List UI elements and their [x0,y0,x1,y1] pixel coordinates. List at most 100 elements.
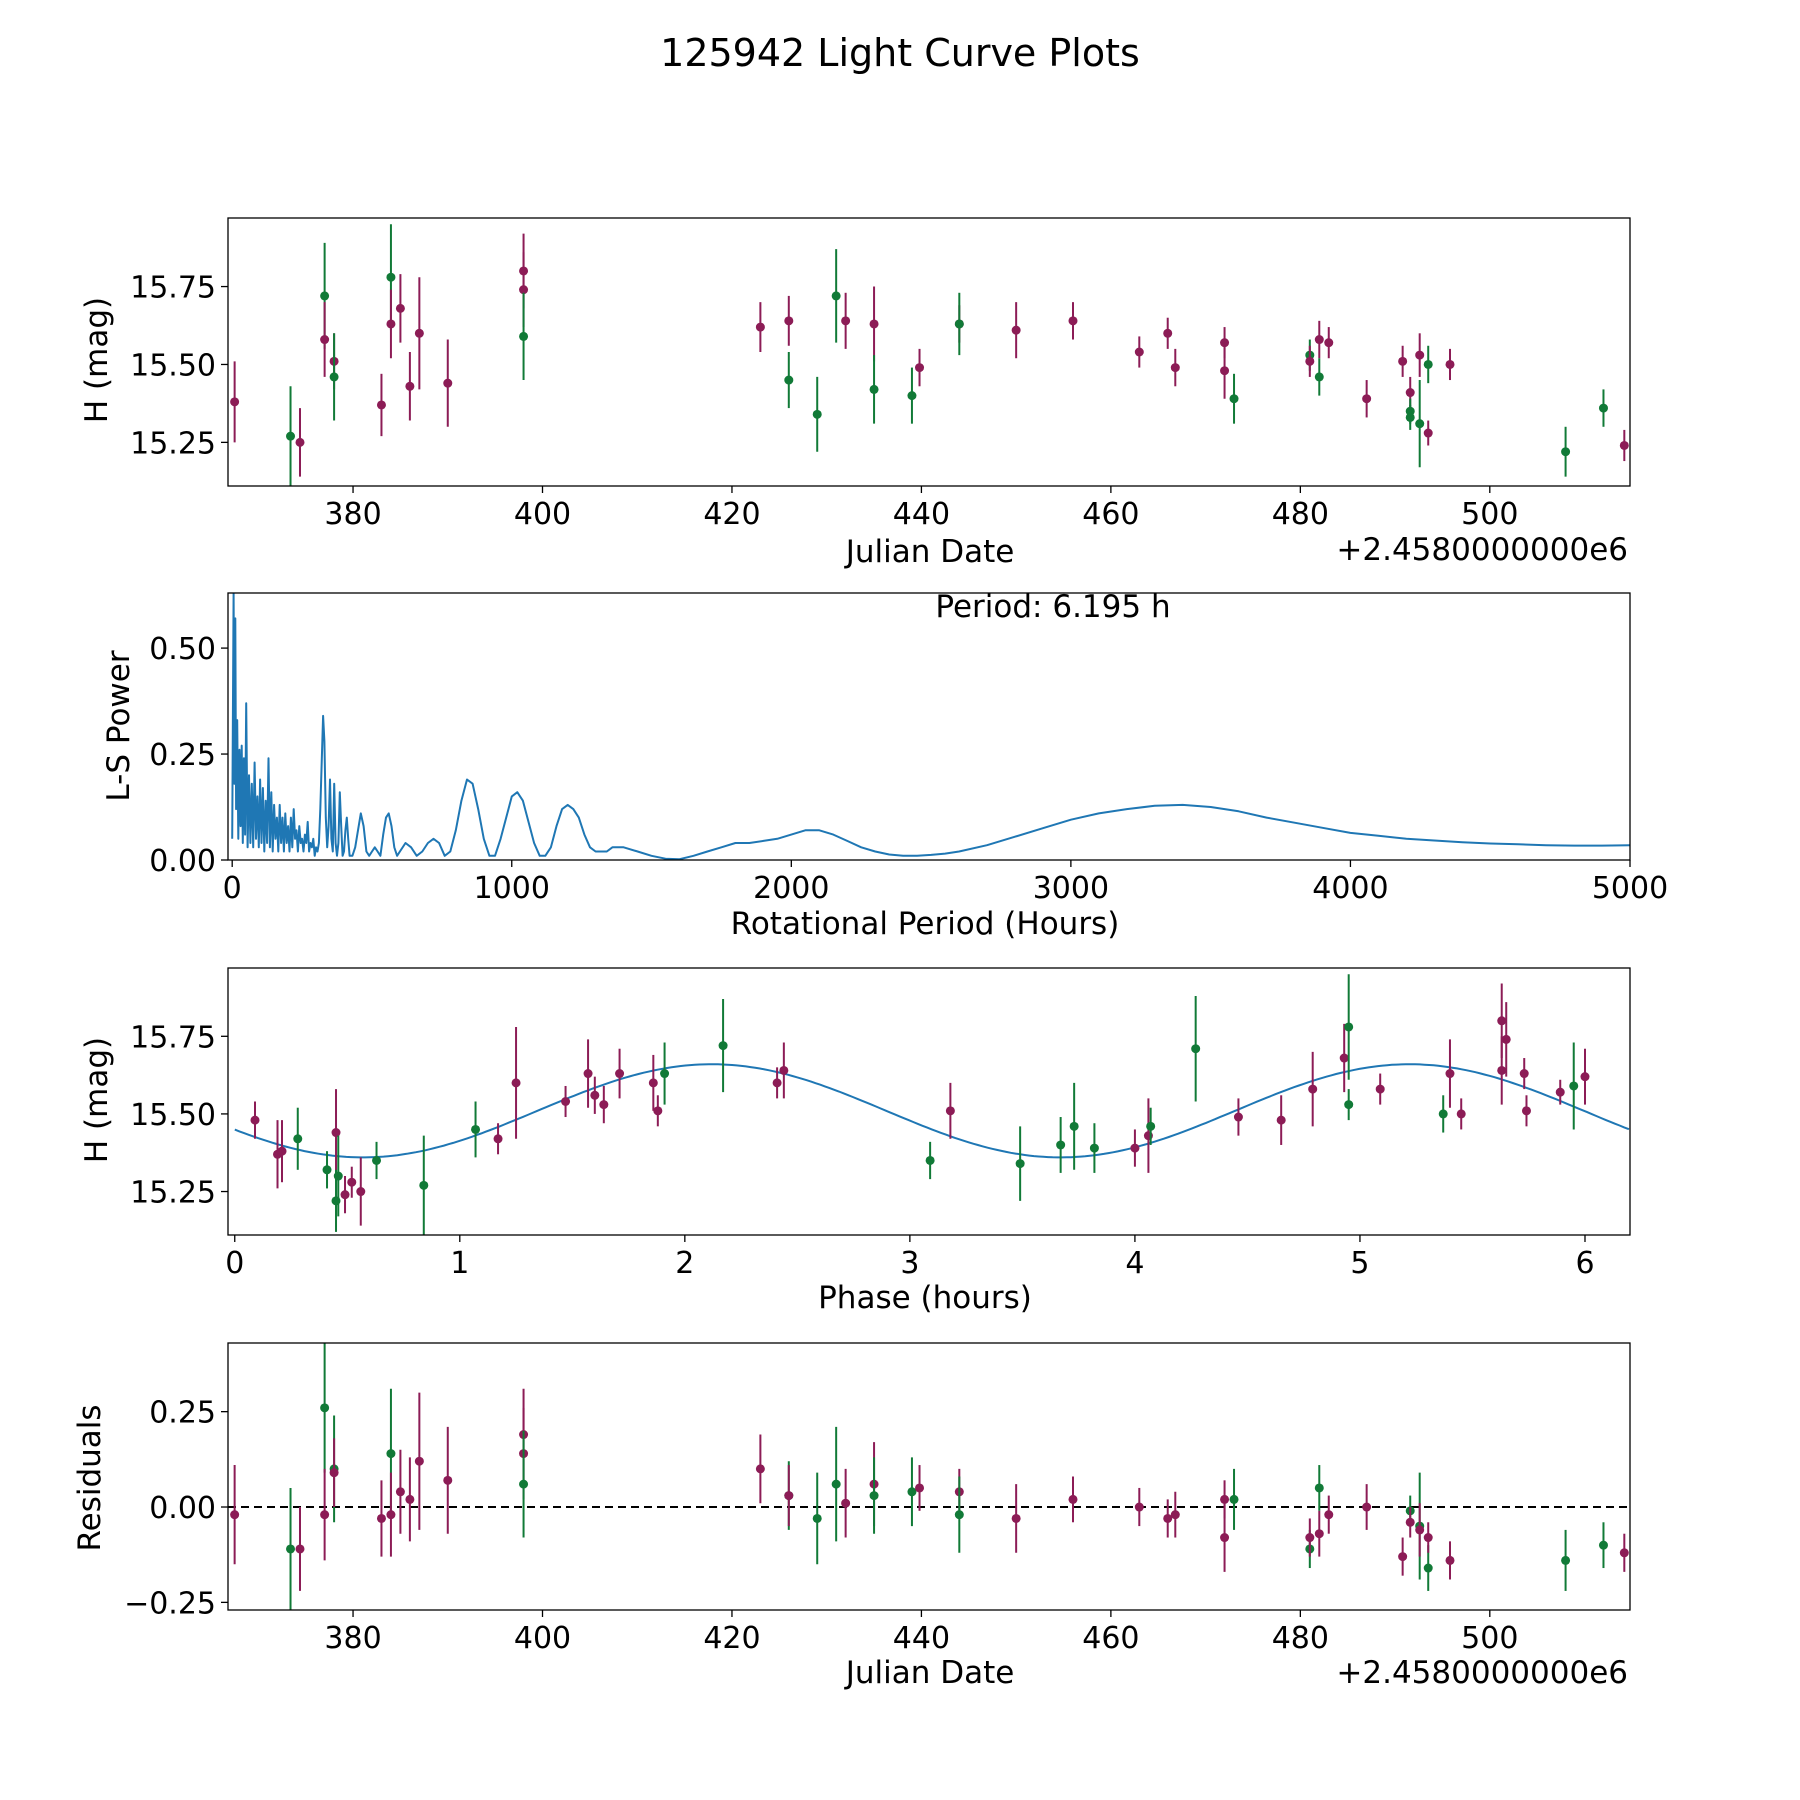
residuals-data-point [1011,1513,1021,1523]
phased-plot-area: 0 1 2 3 4 5 6 15.25 15.50 15.75 [130,967,1631,1281]
lightcurve-y-tick-label: 15.75 [130,271,216,306]
phased-data-point [356,1187,366,1197]
lightcurve-data-point [1415,350,1425,360]
residuals-y-tick-label: 0.00 [149,1491,216,1526]
lightcurve-data-point [443,378,453,388]
phased-y-tick-label: 15.25 [130,1176,216,1211]
lightcurve-data-point [1134,347,1144,357]
phased-panel: 0 1 2 3 4 5 6 15.25 15.50 15.75 Phase (hours) H (… [79,967,1631,1316]
residuals-data-point [1423,1533,1433,1543]
residuals-x-tick-label: 500 [1461,1621,1518,1656]
residuals-data-point [320,1510,330,1520]
lightcurve-data-point [831,291,841,301]
lightcurve-xlabel: Julian Date [844,534,1015,570]
phased-data-point [250,1115,260,1125]
residuals-data-point [405,1494,415,1504]
phased-data-point [1015,1159,1025,1169]
lightcurve-x-tick-label: 500 [1461,497,1518,532]
phased-data-point [1344,1100,1354,1110]
residuals-data-point [376,1513,386,1523]
residuals-data-point [869,1491,879,1501]
lightcurve-data-point [414,328,424,338]
phased-data-point [331,1128,341,1138]
lightcurve-data-point [1011,325,1021,335]
phased-data-point [1569,1081,1579,1091]
residuals-data-point [519,1479,529,1489]
lightcurve-x-tick-label: 440 [893,497,950,532]
residuals-panel: 380 400 420 440 460 480 500 −0.25 0.00 0.25 Julia… [72,1342,1631,1691]
phased-data-point [322,1165,332,1175]
residuals-data-point [1068,1494,1078,1504]
lightcurve-data-point [286,431,296,441]
phased-data-point [1146,1121,1156,1131]
residuals-data-point [1314,1483,1324,1493]
lightcurve-data-point [1405,412,1415,422]
phased-ylabel: H (mag) [79,1037,115,1163]
residuals-frame [227,1342,1631,1611]
phased-x-tick-label: 6 [1575,1246,1594,1281]
residuals-data-point [443,1475,453,1485]
phased-data-point [653,1106,663,1116]
lightcurve-x-tick-label: 400 [514,497,571,532]
phased-data-point [1308,1084,1318,1094]
lightcurve-data-point [329,372,339,382]
periodogram-xlabel: Rotational Period (Hours) [731,906,1120,942]
lightcurve-data-point [755,322,765,332]
residuals-data-point [841,1498,851,1508]
residuals-plot-area: 380 400 420 440 460 480 500 −0.25 0.00 0.25 [124,1342,1631,1656]
phased-data-point [583,1069,593,1079]
lightcurve-data-point [230,397,240,407]
lightcurve-data-point [1068,316,1078,326]
phased-xlabel: Phase (hours) [818,1280,1032,1316]
phased-data-point [772,1078,782,1088]
periodogram-marks [231,593,1630,860]
phased-x-tick-label: 5 [1350,1246,1369,1281]
lightcurve-data-point [869,319,879,329]
residuals-data-point [1405,1517,1415,1527]
residuals-x-tick-label: 480 [1272,1621,1329,1656]
lightcurve-data-point [376,400,386,410]
phased-x-tick-label: 1 [450,1246,469,1281]
periodogram-ylabel: L-S Power [101,650,137,801]
phased-data-point [1056,1140,1066,1150]
phased-data-point [1089,1143,1099,1153]
phased-fit-curve [234,1063,1630,1159]
residuals-data-point [1619,1548,1629,1558]
phased-data-point [419,1180,429,1190]
lightcurve-data-point [1220,366,1230,376]
residuals-data-point [1220,1494,1230,1504]
periodogram-series-line [231,593,1630,860]
residuals-xlabel: Julian Date [844,1655,1015,1691]
lightcurve-data-point [1561,447,1571,457]
lightcurve-x-tick-label: 420 [703,497,760,532]
periodogram-x-tick-label: 0 [223,871,242,906]
phased-data-point [1191,1044,1201,1054]
phased-data-point [718,1041,728,1051]
periodogram-x-tick-label: 2000 [753,871,829,906]
residuals-data-point [329,1468,339,1478]
phased-data-point [1580,1072,1590,1082]
lightcurve-frame [227,217,1631,487]
residuals-data-point [812,1513,822,1523]
phased-data-point [1276,1115,1286,1125]
lightcurve-ylabel: H (mag) [79,297,115,423]
phased-data-point [779,1065,789,1075]
phased-data-point [660,1069,670,1079]
phased-x-tick-label: 2 [675,1246,694,1281]
phased-data-point [1501,1034,1511,1044]
residuals-data-point [1598,1540,1608,1550]
residuals-data-point [1398,1552,1408,1562]
lightcurve-y-tick-label: 15.25 [130,426,216,461]
residuals-y-tick-label: −0.25 [124,1586,216,1621]
periodogram-x-tick-label: 3000 [1033,871,1109,906]
phased-data-point [1344,1022,1354,1032]
lightcurve-data-point [841,316,851,326]
residuals-data-point [320,1403,330,1413]
residuals-data-point [1163,1513,1173,1523]
phased-frame [227,967,1631,1236]
lightcurve-data-point [1398,356,1408,366]
periodogram-y-tick-label: 0.25 [149,738,216,773]
periodogram-frame [227,592,1631,861]
phased-data-point [615,1069,625,1079]
